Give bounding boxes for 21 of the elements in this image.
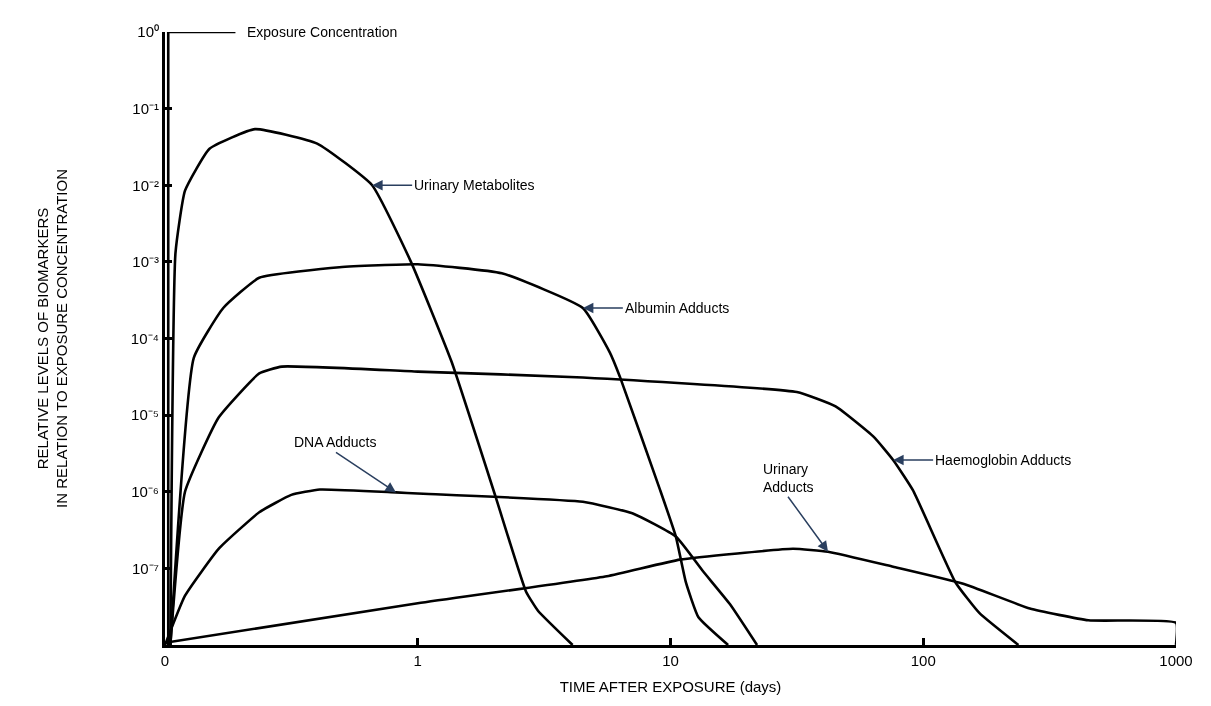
x-tick-label: 100 [910,652,936,669]
x-tick-label: 10 [662,652,679,669]
annotation: DNA Adducts [294,434,377,450]
annotation: Albumin Adducts [625,300,730,316]
y-tick-label: 10⁻¹ [132,99,159,117]
annotation: Exposure Concentration [247,24,398,40]
y-tick-label: 10⁻³ [132,253,159,271]
x-axis-title: TIME AFTER EXPOSURE (days) [559,678,782,695]
annotation: Urinary Adducts [763,461,814,496]
annotation: Urinary Metabolites [414,177,535,193]
annotation: Haemoglobin Adducts [935,452,1072,468]
y-tick-label: 10⁰ [137,23,159,41]
x-tick-label: 1000 [1159,652,1193,669]
x-tick-label: 0 [160,652,170,669]
y-tick-label: 10⁻⁵ [131,406,159,424]
y-tick-label: 10⁻⁴ [130,329,159,347]
y-tick-label: 10⁻⁷ [131,559,159,577]
y-tick-label: 10⁻⁶ [131,483,159,500]
x-tick-label: 1 [413,652,422,669]
y-tick-label: 10⁻² [132,176,159,194]
y-axis-title: RELATIVE LEVELS OF BIOMARKERS IN RELATION TO EXPOSURE CONCENTRATION [33,169,71,508]
